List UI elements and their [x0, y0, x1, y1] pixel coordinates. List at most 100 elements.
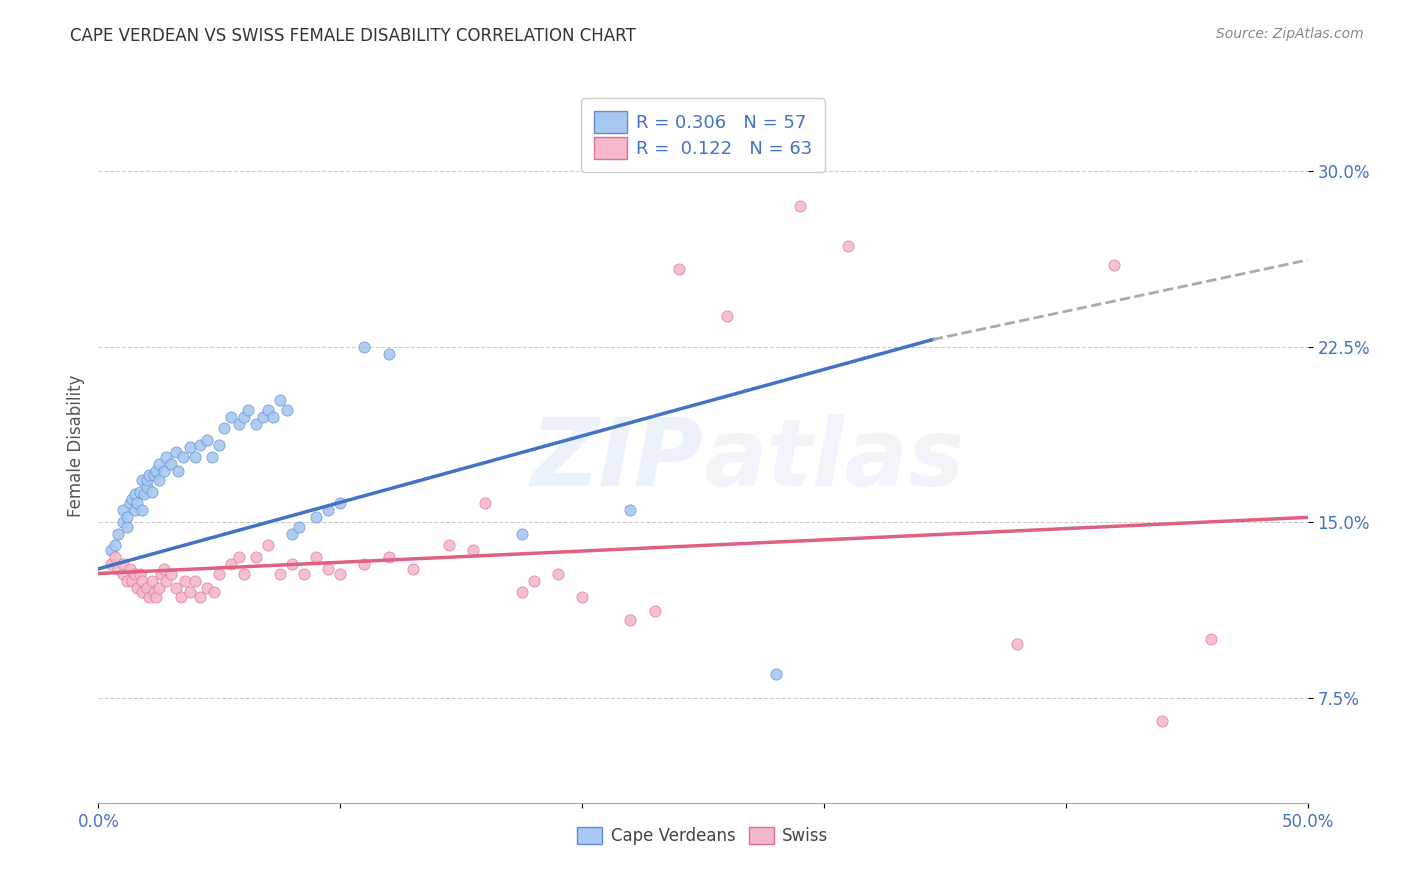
Point [221, 557, 243, 571]
Point [377, 550, 399, 565]
Point [316, 562, 339, 576]
Point [292, 566, 315, 581]
Point [377, 346, 399, 360]
Point [148, 581, 170, 595]
Point [118, 496, 141, 510]
Point [1102, 258, 1125, 272]
Text: Source: ZipAtlas.com: Source: ZipAtlas.com [1216, 27, 1364, 41]
Point [837, 239, 859, 253]
Point [232, 566, 254, 581]
Point [128, 566, 150, 581]
Point [148, 457, 170, 471]
Point [124, 503, 146, 517]
Text: ZIP: ZIP [530, 414, 703, 507]
Point [256, 402, 278, 417]
Point [150, 566, 173, 581]
Point [107, 526, 129, 541]
Point [135, 473, 157, 487]
Point [124, 566, 146, 581]
Point [510, 585, 533, 599]
Point [111, 515, 134, 529]
Point [789, 199, 811, 213]
Point [184, 450, 207, 464]
Point [329, 496, 352, 510]
Point [165, 445, 187, 459]
Point [212, 421, 235, 435]
Point [172, 450, 194, 464]
Point [644, 604, 666, 618]
Point [305, 550, 328, 565]
Y-axis label: Female Disability: Female Disability [66, 375, 84, 517]
Point [353, 557, 375, 571]
Point [131, 503, 153, 517]
Point [195, 581, 218, 595]
Point [174, 574, 197, 588]
Point [1007, 637, 1029, 651]
Point [107, 562, 129, 576]
Point [104, 550, 127, 565]
Point [141, 574, 163, 588]
Point [281, 557, 304, 571]
Point [165, 581, 187, 595]
Point [111, 503, 134, 517]
Point [256, 538, 278, 552]
Point [148, 473, 170, 487]
Point [143, 468, 166, 483]
Point [160, 457, 183, 471]
Point [155, 450, 177, 464]
Point [127, 581, 149, 595]
Point [121, 574, 143, 588]
Point [131, 574, 153, 588]
Point [111, 566, 134, 581]
Point [276, 402, 298, 417]
Point [201, 450, 224, 464]
Point [668, 262, 690, 277]
Point [716, 309, 738, 323]
Point [571, 590, 593, 604]
Point [179, 585, 201, 599]
Point [765, 667, 787, 681]
Point [510, 526, 533, 541]
Point [128, 484, 150, 499]
Point [118, 562, 141, 576]
Point [619, 613, 641, 627]
Point [184, 574, 207, 588]
Point [145, 590, 167, 604]
Point [238, 402, 260, 417]
Point [134, 487, 156, 501]
Point [188, 590, 211, 604]
Point [463, 543, 485, 558]
Point [269, 393, 291, 408]
Point [437, 538, 460, 552]
Point [269, 566, 291, 581]
Point [245, 417, 267, 431]
Point [143, 585, 166, 599]
Point [169, 590, 191, 604]
Point [252, 409, 274, 424]
Point [138, 468, 160, 483]
Point [179, 440, 201, 454]
Point [402, 562, 425, 576]
Point [281, 526, 304, 541]
Text: CAPE VERDEAN VS SWISS FEMALE DISABILITY CORRELATION CHART: CAPE VERDEAN VS SWISS FEMALE DISABILITY … [70, 27, 636, 45]
Point [353, 340, 375, 354]
Point [117, 510, 139, 524]
Point [288, 519, 311, 533]
Point [117, 519, 139, 533]
Point [619, 503, 641, 517]
Point [208, 438, 231, 452]
Point [1199, 632, 1222, 646]
Point [135, 581, 157, 595]
Point [152, 562, 174, 576]
Point [474, 496, 496, 510]
Point [262, 409, 284, 424]
Point [228, 417, 250, 431]
Point [547, 566, 569, 581]
Point [104, 538, 127, 552]
Point [100, 543, 122, 558]
Point [204, 585, 226, 599]
Point [152, 464, 174, 478]
Point [232, 409, 254, 424]
Point [305, 510, 328, 524]
Point [195, 433, 218, 447]
